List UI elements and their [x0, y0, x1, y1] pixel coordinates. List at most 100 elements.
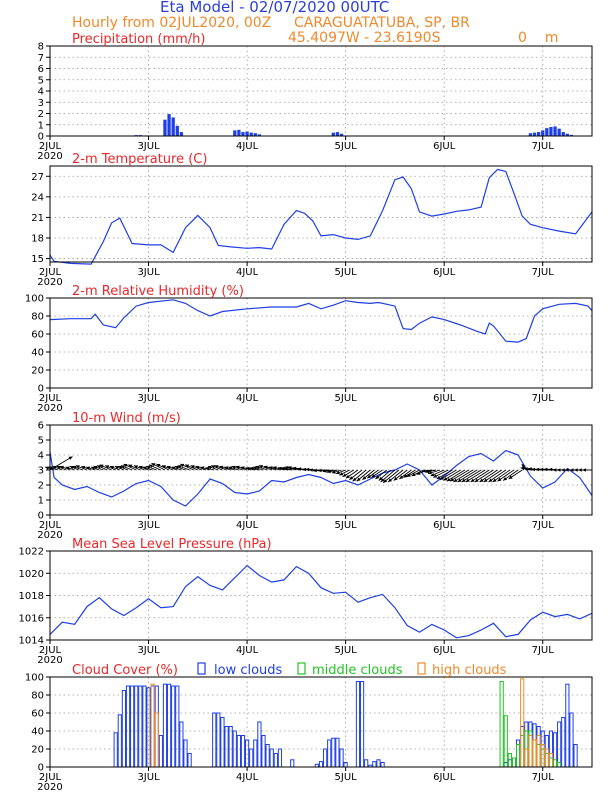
cloud-bar-0 [121, 690, 127, 768]
cloud-bar-1 [499, 681, 504, 768]
temp-ytick-label: 27 [31, 172, 44, 183]
rh-xtick-label: 4JUL [236, 393, 259, 404]
cloud-xtick-year: 2020 [37, 782, 62, 792]
wind-arrow-head [177, 465, 182, 469]
wind-arrow-head [433, 474, 438, 478]
precip-bar [241, 132, 245, 136]
wind-arrow-head [569, 468, 574, 472]
precip-bar [545, 128, 549, 136]
wind-arrow-head [171, 466, 176, 470]
cloud-bar-0 [290, 759, 295, 768]
mslp-frame [49, 550, 593, 641]
cloud-bar-1 [511, 757, 517, 768]
wind-arrow-head [190, 465, 195, 469]
wind-arrow-head [474, 478, 479, 482]
wind-xtick-year: 2020 [37, 530, 62, 541]
mslp-xtick-label: 5JUL [335, 645, 358, 656]
wind-title: 10-m Wind (m/s) [72, 411, 181, 426]
wind-arrow-head [548, 467, 553, 472]
cloud-bar-0 [364, 759, 369, 768]
precip-bar [245, 131, 249, 136]
wind-arrow [470, 469, 490, 483]
wind-arrow-head [245, 466, 250, 471]
wind-arrow-head [520, 466, 525, 471]
precip-bar [233, 130, 237, 136]
cloud-xtick-label: 3JUL [137, 772, 160, 783]
cloud-bar-1 [552, 759, 558, 768]
wind-arrow-head [440, 476, 444, 480]
wind-arrow-head [352, 477, 357, 482]
mslp-ytick-label: 1016 [19, 613, 44, 624]
wind-arrow-head [428, 471, 433, 475]
cloud-frame [49, 676, 593, 768]
wind-arrow-head [65, 466, 70, 470]
precip-xtick-label: 5JUL [335, 141, 358, 152]
mslp-ytick-label: 1020 [19, 569, 44, 580]
cloud-bar-0 [269, 748, 274, 768]
cloud-bar-0 [142, 685, 147, 768]
wind-arrow-head [535, 467, 540, 472]
cloud-bar-2 [524, 748, 529, 768]
wind-arrow-head [60, 465, 65, 470]
cloud-bar-0 [125, 685, 131, 768]
cloud-xtick-label: 7JUL [532, 772, 555, 783]
wind-arrow-head [492, 478, 497, 482]
temp-xtick-label: 4JUL [236, 267, 259, 278]
cloud-bar-0 [220, 717, 225, 768]
wind-arrow-head [205, 466, 210, 471]
wind-arrow-head [508, 475, 513, 479]
wind-arrow-head [86, 466, 91, 470]
precip-ytick-label: 2 [38, 109, 44, 120]
wind-arrow-head [195, 465, 200, 470]
wind-arrow-head [56, 465, 61, 470]
wind-arrow-head [224, 466, 229, 470]
wind-arrow-head [322, 469, 327, 473]
precip-ytick-label: 7 [38, 53, 44, 64]
wind-arrow-head [302, 467, 307, 472]
wind-arrow-head [371, 474, 376, 478]
precip-ytick-label: 6 [38, 64, 44, 75]
precip-bar [569, 134, 574, 136]
cloud-bar-0 [175, 685, 180, 768]
wind-arrow-head [211, 465, 216, 469]
cloud-bar-0 [557, 721, 562, 768]
wind-arrow-head [326, 469, 331, 474]
wind-arrow-head [457, 478, 462, 482]
mslp-xtick-label: 7JUL [532, 645, 555, 656]
precip-ytick-label: 1 [38, 120, 44, 131]
cloud-bar-2 [154, 712, 159, 768]
temp-line [49, 168, 593, 265]
cloud-ytick-label: 40 [31, 727, 44, 738]
wind-arrow-head [317, 468, 322, 473]
precip-bar [557, 128, 561, 136]
mslp-title: Mean Sea Level Pressure (hPa) [72, 537, 272, 552]
wind-arrow-head [219, 465, 224, 470]
wind-arrow-head [156, 463, 161, 468]
wind-arrow-head [258, 465, 263, 469]
wind-panel: 0 1 2 3 4 5 6 2JUL2020 3JUL 4JUL 5JUL 6JUL 7JUL 10-m … [37, 411, 593, 541]
wind-arrow-head [249, 466, 254, 471]
cloud-bar-0 [212, 712, 217, 768]
wind-arrow-head [231, 465, 236, 470]
mslp-xtick-label: 4JUL [236, 645, 259, 656]
temp-xtick-year: 2020 [37, 277, 62, 288]
cloud-bar-0 [565, 683, 570, 768]
wind-arrow-head [72, 465, 77, 470]
rh-xtick-year: 2020 [37, 403, 62, 414]
wind-arrow-head [45, 466, 50, 470]
chart-elevation: 0 m [518, 30, 558, 46]
rh-xtick-label: 2JUL [39, 393, 62, 404]
cloud-bar-2 [520, 678, 525, 768]
cloud-bar-0 [228, 726, 233, 768]
cloud-bar-0 [187, 753, 192, 768]
precip-bar [532, 132, 537, 136]
wind-arrow-head [524, 467, 528, 471]
precip-bar [561, 132, 565, 136]
rh-ytick-label: 80 [31, 312, 44, 323]
wind-arrow-head [450, 477, 455, 482]
cloud-bar-0 [134, 685, 139, 768]
cloud-bar-0 [257, 721, 262, 768]
wind-arrow-head [453, 478, 458, 482]
wind-line [49, 449, 593, 507]
